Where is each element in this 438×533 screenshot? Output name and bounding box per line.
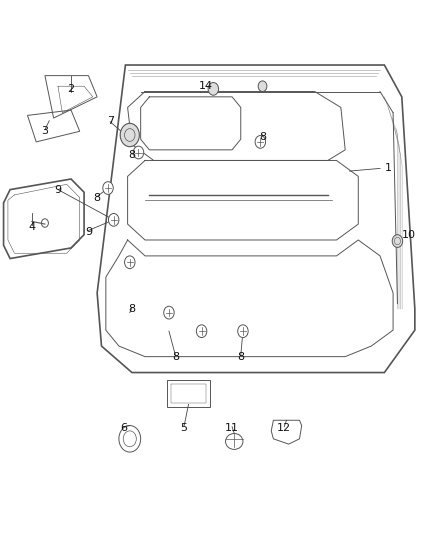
Text: 8: 8 xyxy=(172,352,179,361)
Text: 8: 8 xyxy=(94,192,101,203)
Text: 5: 5 xyxy=(181,423,187,433)
Text: 7: 7 xyxy=(106,116,114,126)
Text: 3: 3 xyxy=(42,126,49,136)
Circle shape xyxy=(392,235,403,247)
Text: 9: 9 xyxy=(85,227,92,237)
Circle shape xyxy=(196,325,207,337)
Text: 8: 8 xyxy=(237,352,244,361)
Text: 8: 8 xyxy=(128,304,135,314)
Text: 6: 6 xyxy=(120,423,127,433)
Text: 10: 10 xyxy=(402,230,416,240)
Circle shape xyxy=(164,306,174,319)
Text: 14: 14 xyxy=(199,81,213,91)
Text: 8: 8 xyxy=(128,150,135,160)
Text: 11: 11 xyxy=(225,423,239,433)
Text: 2: 2 xyxy=(67,84,74,94)
Circle shape xyxy=(208,83,219,95)
Circle shape xyxy=(103,182,113,195)
Text: 9: 9 xyxy=(54,184,61,195)
Circle shape xyxy=(124,256,135,269)
Text: 4: 4 xyxy=(28,222,35,232)
Circle shape xyxy=(238,325,248,337)
Circle shape xyxy=(255,135,265,148)
Text: 8: 8 xyxy=(259,132,266,142)
Text: 1: 1 xyxy=(385,164,392,173)
Circle shape xyxy=(109,214,119,226)
Text: 12: 12 xyxy=(277,423,291,433)
Circle shape xyxy=(133,146,144,159)
Circle shape xyxy=(258,81,267,92)
Circle shape xyxy=(120,123,139,147)
